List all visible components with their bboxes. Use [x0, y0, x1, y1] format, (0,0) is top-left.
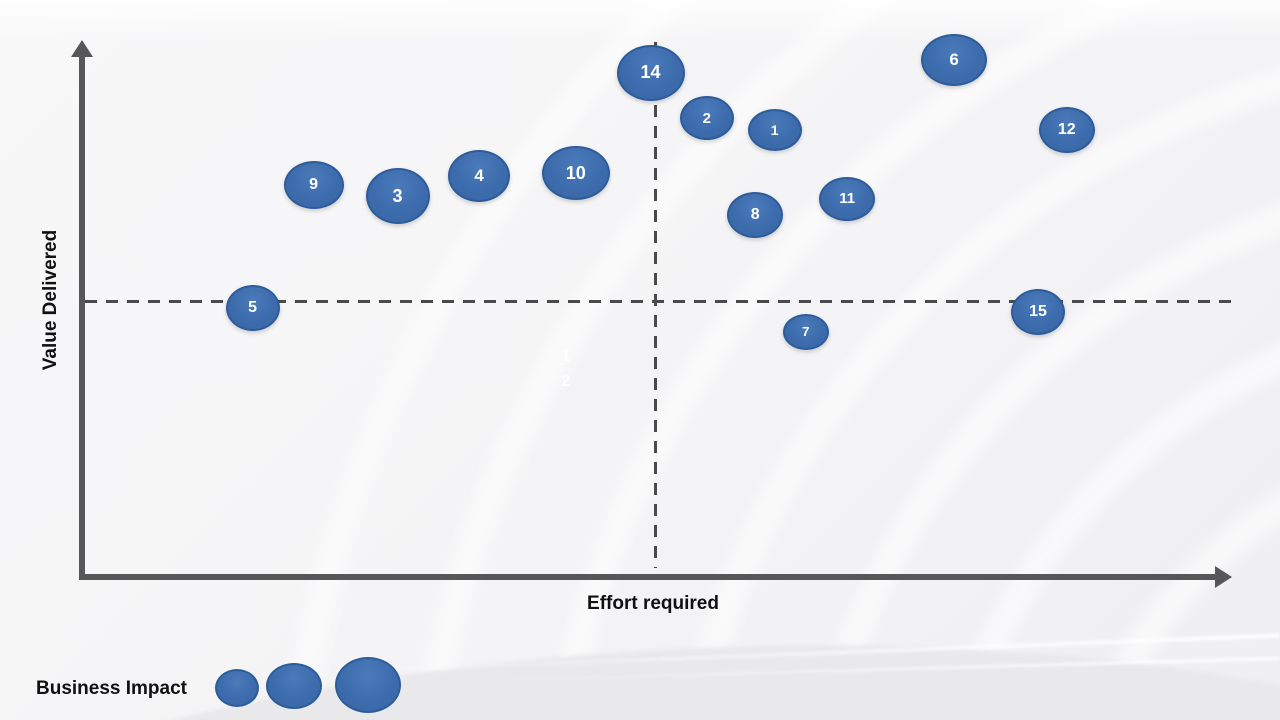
x-axis-arrowhead-icon: [1215, 566, 1232, 588]
bubble-14: 14: [616, 44, 685, 101]
bubble-15: 15: [1011, 289, 1066, 335]
quadrant-horizontal-dashed-line: [85, 300, 1237, 304]
background-top-sheen: [0, 0, 1280, 42]
y-axis-arrowhead-icon: [71, 40, 93, 57]
x-axis-title: Effort required: [587, 593, 719, 614]
ghost-label-2: 2: [561, 373, 571, 390]
legend-bubble-size-1: [215, 669, 259, 707]
bubble-1: 1: [747, 108, 802, 151]
background-ring: [400, 0, 1280, 720]
legend-bubble-size-3: [335, 657, 401, 713]
bubble-9: 9: [283, 160, 344, 209]
y-axis-line: [79, 54, 85, 580]
quadrant-vertical-dashed-line: [653, 42, 657, 568]
ghost-label-1: 1: [561, 348, 571, 365]
bubble-5: 5: [225, 285, 280, 332]
bubble-11: 11: [819, 176, 876, 221]
legend-bubble-size-2: [266, 663, 322, 709]
bubble-4: 4: [448, 149, 511, 202]
bubble-12: 12: [1038, 106, 1095, 153]
bubble-7: 7: [782, 313, 829, 350]
bubble-3: 3: [365, 168, 430, 225]
bubble-6: 6: [921, 33, 988, 86]
x-axis-line: [82, 574, 1218, 580]
bubble-2: 2: [679, 96, 734, 141]
bubble-10: 10: [541, 146, 610, 201]
y-axis-title: Value Delivered: [40, 229, 61, 371]
bubble-8: 8: [727, 191, 784, 238]
legend-title: Business Impact: [36, 678, 187, 699]
